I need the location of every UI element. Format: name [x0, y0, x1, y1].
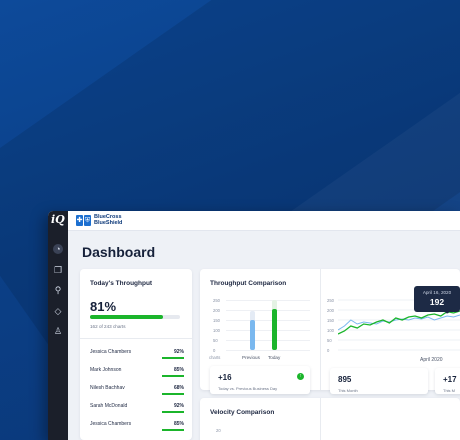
month-stat: 895 This Month [330, 368, 428, 394]
tick-label: 0 [213, 348, 216, 353]
list-item[interactable]: Jessica Chambers 92% [90, 349, 184, 365]
tick-label: 150 [213, 318, 220, 323]
throughput-percent: 81% [90, 299, 117, 314]
speedometer-icon[interactable]: ◔ [53, 244, 63, 254]
tag-icon[interactable]: ◇ [54, 306, 62, 316]
cross-icon: ✚ [76, 214, 83, 226]
month-value: 895 [338, 375, 352, 384]
brand-line1: BlueCross [94, 214, 122, 220]
tick-label: 0 [327, 348, 330, 353]
bar-label-previous: Previous [242, 355, 260, 360]
list-item[interactable]: Mark Johnson 85% [90, 367, 184, 383]
tick-label: 150 [327, 318, 334, 323]
arrow-up-icon: ↑ [297, 373, 304, 380]
y-unit: charts [209, 355, 221, 360]
iq-logo: iQ [51, 213, 65, 226]
velocity-comparison-card: Velocity Comparison 20 [200, 398, 460, 440]
bar-label-today: Today [268, 355, 281, 360]
app-window: iQ ◔ ❐ ⚲ ◇ ♙ ✚ ⛨ BlueCross BlueShield Da… [48, 211, 460, 440]
tick-label: 20 [216, 428, 221, 433]
list-item[interactable]: Sarah McDonald 92% [90, 403, 184, 419]
pages-icon[interactable]: ❐ [53, 265, 63, 275]
brand-line2: BlueShield [94, 220, 123, 226]
delta-stat: +16 Today vs. Previous Business Day ↑ [210, 366, 310, 394]
card-title: Today's Throughput [90, 280, 153, 287]
tick-label: 200 [213, 308, 220, 313]
page-title: Dashboard [82, 244, 156, 260]
tooltip-date: April 16, 2020 [422, 290, 452, 295]
tick-label: 50 [327, 338, 332, 343]
tick-label: 100 [213, 328, 220, 333]
x-axis-label: April 2020 [420, 357, 443, 363]
card-title: Velocity Comparison [210, 409, 275, 416]
list-item[interactable]: Nilesh Bachhav 68% [90, 385, 184, 401]
search-icon[interactable]: ⚲ [54, 285, 62, 295]
bcbs-logo: ✚ ⛨ BlueCross BlueShield [76, 214, 122, 226]
month2-stat: +17 This M [435, 368, 460, 394]
month2-value: +17 [443, 375, 457, 384]
previous-bar[interactable] [250, 320, 255, 350]
tick-label: 50 [213, 338, 218, 343]
card-title: Throughput Comparison [210, 280, 287, 287]
month-caption: This Month [338, 388, 358, 393]
tick-label: 250 [327, 298, 334, 303]
tooltip-value: 192 [429, 297, 445, 307]
month2-caption: This M [443, 388, 455, 393]
tick-label: 250 [213, 298, 220, 303]
today-bar[interactable] [272, 309, 277, 350]
user-icon[interactable]: ♙ [53, 326, 63, 336]
shield-icon: ⛨ [84, 214, 91, 226]
tick-label: 200 [327, 308, 334, 313]
todays-throughput-card: Today's Throughput 81% 162 of 243 charts… [80, 269, 192, 440]
series-line [338, 310, 460, 335]
list-item[interactable]: Jessica Chambers 85% [90, 421, 184, 437]
chart-tooltip: April 16, 2020 192 [414, 286, 460, 312]
nav-rail: iQ ◔ ❐ ⚲ ◇ ♙ [48, 211, 68, 440]
throughput-sub: 162 of 243 charts [90, 324, 126, 329]
delta-caption: Today vs. Previous Business Day [218, 386, 278, 391]
tick-label: 100 [327, 328, 334, 333]
top-bar: ✚ ⛨ BlueCross BlueShield [68, 211, 460, 231]
throughput-progress-bar [90, 315, 180, 319]
delta-value: +16 [218, 373, 232, 382]
